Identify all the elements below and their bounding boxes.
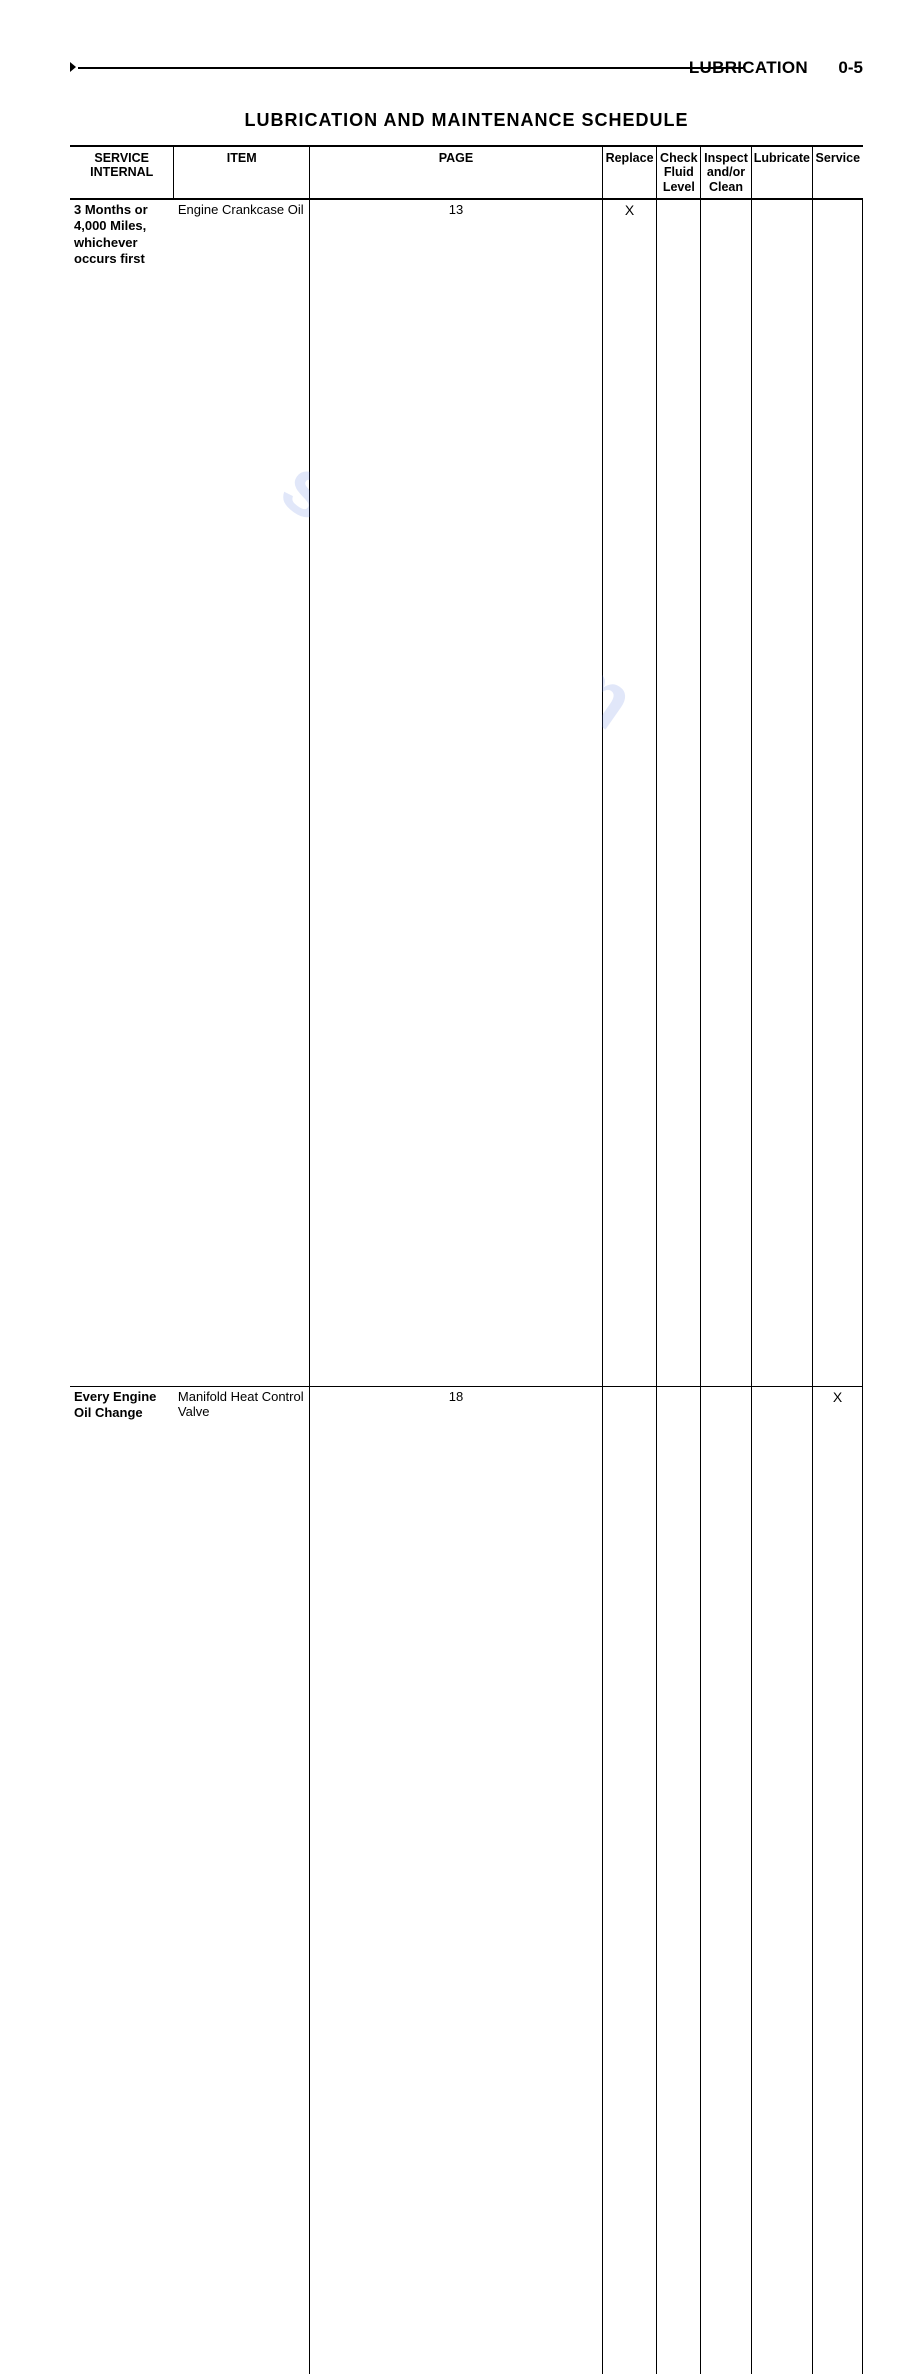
cell-interval: Every Engine Oil Change xyxy=(70,1386,174,2374)
cell-service: X xyxy=(813,1386,863,2374)
cell-inspect xyxy=(701,199,751,1386)
page: shive.com LUBRICATION 0-5 LUBRICATION AN… xyxy=(0,0,918,1187)
col-inspect: Inspect and/or Clean xyxy=(701,146,751,199)
cell-page: 18 xyxy=(310,1386,603,2374)
table-body: 3 Months or 4,000 Miles, whichever occur… xyxy=(70,199,863,2374)
col-replace: Replace xyxy=(602,146,656,199)
col-lubricate: Lubricate xyxy=(751,146,812,199)
page-header: LUBRICATION 0-5 xyxy=(70,60,863,80)
table-row: 3 Months or 4,000 Miles, whichever occur… xyxy=(70,199,863,1386)
table-row: Every Engine Oil ChangeManifold Heat Con… xyxy=(70,1386,863,2374)
page-title: LUBRICATION AND MAINTENANCE SCHEDULE xyxy=(70,110,863,131)
table-header-row: SERVICE INTERNAL ITEM PAGE Replace Check… xyxy=(70,146,863,199)
cell-lubricate xyxy=(751,1386,812,2374)
cell-item: Engine Crankcase Oil xyxy=(174,199,310,1386)
cell-fluid xyxy=(657,199,701,1386)
header-section-label: LUBRICATION xyxy=(689,58,808,78)
col-fluid: Check Fluid Level xyxy=(657,146,701,199)
cell-replace xyxy=(602,1386,656,2374)
cell-replace: X xyxy=(602,199,656,1386)
col-item: ITEM xyxy=(174,146,310,199)
col-page: PAGE xyxy=(310,146,603,199)
cell-inspect xyxy=(701,1386,751,2374)
cell-fluid xyxy=(657,1386,701,2374)
cell-service xyxy=(813,199,863,1386)
header-rule xyxy=(78,67,743,69)
header-arrow-icon xyxy=(70,62,76,72)
cell-page: 13 xyxy=(310,199,603,1386)
schedule-table: SERVICE INTERNAL ITEM PAGE Replace Check… xyxy=(70,145,863,2374)
cell-interval: 3 Months or 4,000 Miles, whichever occur… xyxy=(70,199,174,1386)
cell-lubricate xyxy=(751,199,812,1386)
header-page-number: 0-5 xyxy=(838,58,863,78)
col-service: Service xyxy=(813,146,863,199)
col-interval: SERVICE INTERNAL xyxy=(70,146,174,199)
cell-item: Manifold Heat Control Valve xyxy=(174,1386,310,2374)
